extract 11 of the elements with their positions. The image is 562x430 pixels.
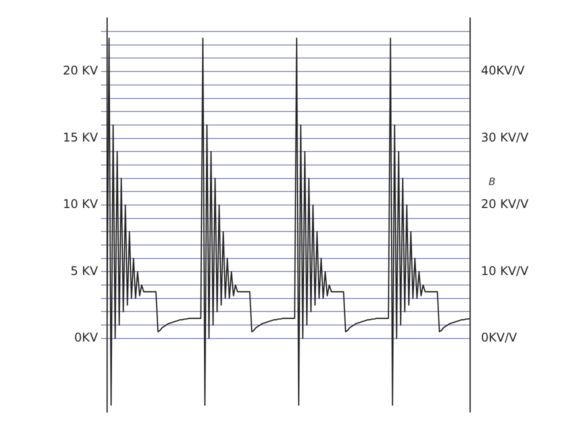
y-tick-label: 10 KV (62, 197, 99, 212)
y2-tick-label: 30 KV/V (481, 130, 530, 144)
text: B (488, 176, 496, 188)
y-tick-label: 20 KV (62, 64, 99, 78)
y2-tick-label: 10 KV/V (481, 264, 530, 278)
y2-tick-label: 0KV/V (481, 330, 518, 345)
y-tick-label: 0KV (74, 330, 99, 345)
y-tick-label: 15 KV (62, 130, 99, 144)
y-tick-label: 5 KV (70, 264, 99, 278)
y2-tick-label: 20 KV/V (481, 197, 530, 212)
y2-tick-label: 40KV/V (481, 64, 526, 78)
